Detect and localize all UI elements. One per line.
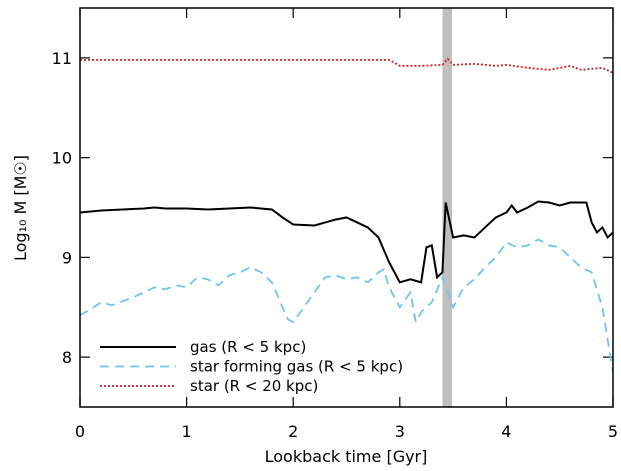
y-tick-label: 11 <box>52 49 72 68</box>
x-tick-label: 4 <box>501 422 511 441</box>
plot-frame <box>79 7 614 408</box>
x-tick-label: 5 <box>608 422 618 441</box>
x-tick-label: 1 <box>182 422 192 441</box>
legend-label: star forming gas (R < 5 kpc) <box>190 358 403 376</box>
y-tick-label: 10 <box>52 149 72 168</box>
series-line <box>79 200 614 284</box>
legend-label: gas (R < 5 kpc) <box>190 338 306 356</box>
x-tick-label: 3 <box>395 422 405 441</box>
x-tick-label: 0 <box>75 422 85 441</box>
series-line <box>79 238 614 373</box>
legend-label: star (R < 20 kpc) <box>190 377 318 395</box>
x-tick-label: 2 <box>288 422 298 441</box>
series-line <box>80 57 614 74</box>
y-tick-label: 8 <box>62 348 72 367</box>
y-tick-label: 9 <box>62 248 72 267</box>
x-axis-label: Lookback time [Gyr] <box>265 447 428 466</box>
y-axis-label: Log₁₀ M [M☉] <box>11 155 30 261</box>
